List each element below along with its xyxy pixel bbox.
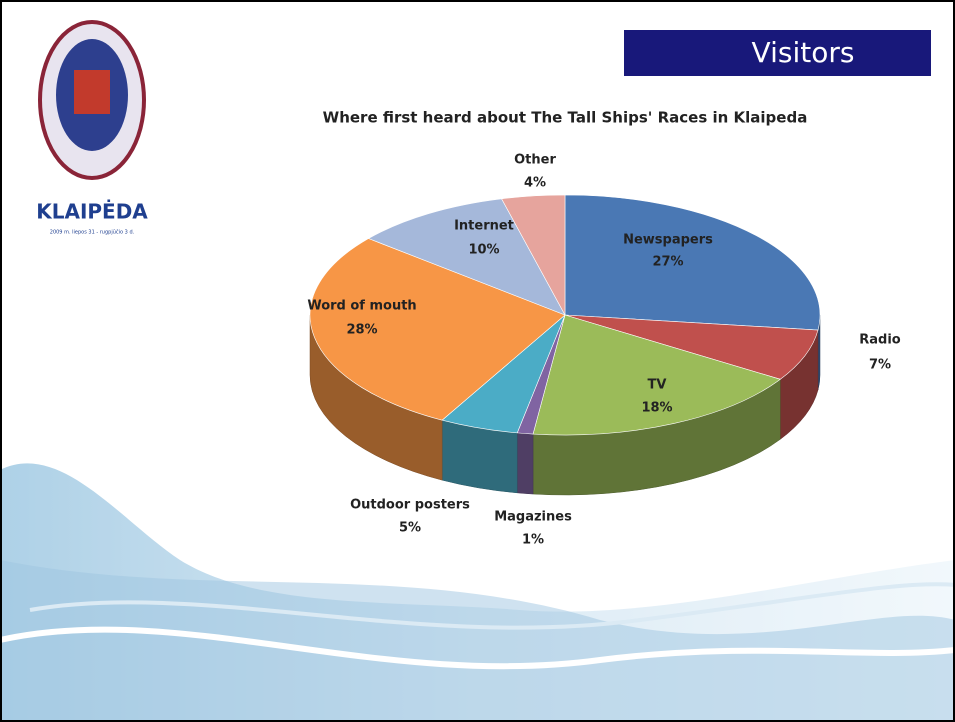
heading-box [624,30,931,76]
slice-value-label: 10% [468,243,499,258]
logo-text: KLAIPĖDA [36,200,148,224]
pie [309,194,821,496]
slice-value-label: 4% [524,176,546,191]
slice-label: Internet [454,219,514,234]
slice [501,194,566,316]
decoration [0,463,955,722]
slice-value-label: 1% [522,533,544,548]
slice [309,238,566,421]
slice-label: Magazines [494,510,572,525]
slice-label: Outdoor posters [350,498,470,513]
slice [564,314,819,380]
slice-value-label: 18% [641,401,672,416]
slice [367,198,566,316]
slice-value-label: 27% [652,255,683,270]
slice-label: Radio [859,333,901,348]
chart-title: Where first heard about The Tall Ships' … [323,109,808,127]
slice-label: Word of mouth [307,299,416,314]
slice [532,314,781,436]
slice-label: TV [648,378,667,393]
heading: Visitors [752,36,855,69]
slice-label: Newspapers [623,233,713,248]
logo-subtext: 2009 m. liepos 31 - rugpjūčio 3 d. [50,229,135,236]
slice-value-label: 28% [346,323,377,338]
slice-label: Other [514,153,556,168]
slice-value-label: 5% [399,521,421,536]
slice [564,194,821,331]
slice-side [516,432,534,495]
logo [38,20,146,180]
slice-value-label: 7% [869,358,891,373]
